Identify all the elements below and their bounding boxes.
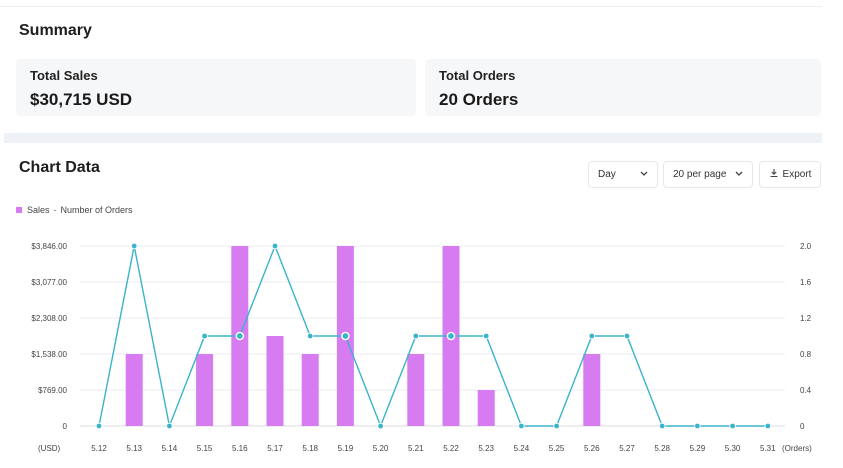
orders-legend-marker: -: [53, 205, 57, 215]
x-tick-label: 5.26: [584, 444, 600, 453]
orders-point: [483, 332, 490, 340]
sales-bar: [407, 354, 425, 426]
x-tick-label: 5.19: [338, 444, 354, 453]
x-tick-label: 5.21: [408, 444, 424, 453]
orders-point: [271, 242, 279, 250]
download-icon: [769, 168, 779, 181]
x-tick-label: 5.31: [760, 444, 776, 453]
total-sales-label: Total Sales: [30, 68, 98, 83]
y-right-tick-label: 1.2: [800, 314, 812, 323]
per-page-select[interactable]: 20 per page: [663, 161, 753, 188]
y-right-unit-label: (Orders): [782, 444, 812, 453]
total-sales-card: Total Sales $30,715 USD: [16, 59, 416, 116]
export-label: Export: [782, 169, 812, 180]
x-tick-label: 5.13: [126, 444, 142, 453]
x-tick-label: 5.24: [514, 444, 530, 453]
sales-bar: [583, 354, 601, 426]
y-right-tick-label: 0: [800, 422, 805, 431]
orders-point: [623, 332, 631, 340]
y-right-tick-label: 0.8: [800, 350, 812, 359]
export-button[interactable]: Export: [759, 161, 821, 188]
orders-point: [341, 331, 350, 341]
summary-title: Summary: [19, 22, 92, 39]
sales-legend-label: Sales: [27, 205, 50, 215]
orders-point: [553, 422, 560, 430]
per-page-select-value: 20 per page: [673, 169, 727, 180]
x-tick-label: 5.25: [549, 444, 565, 453]
x-tick-label: 5.12: [91, 444, 107, 453]
y-left-tick-label: $2,308.00: [31, 314, 67, 323]
x-tick-label: 5.23: [478, 444, 494, 453]
x-tick-label: 5.30: [725, 444, 741, 453]
orders-point: [235, 331, 245, 341]
y-left-tick-label: $3,846.00: [31, 242, 67, 251]
orders-point: [588, 332, 595, 340]
chart-legend: Sales - Number of Orders: [16, 205, 133, 215]
orders-point: [377, 422, 384, 430]
sales-bar: [477, 390, 495, 426]
chevron-down-icon: [637, 169, 657, 180]
total-orders-value: 20 Orders: [439, 90, 519, 109]
x-tick-label: 5.27: [619, 444, 635, 453]
orders-point: [446, 331, 456, 341]
interval-select-value: Day: [598, 169, 616, 180]
x-tick-label: 5.16: [232, 444, 248, 453]
total-orders-card: Total Orders 20 Orders: [425, 59, 821, 116]
orders-point: [412, 332, 419, 340]
y-left-tick-label: 0: [63, 422, 68, 431]
y-right-tick-label: 2.0: [800, 242, 812, 251]
x-tick-label: 5.29: [690, 444, 706, 453]
total-orders-label: Total Orders: [439, 68, 516, 83]
x-tick-label: 5.17: [267, 444, 283, 453]
sales-bar: [196, 354, 214, 426]
x-tick-label: 5.28: [654, 444, 670, 453]
orders-point: [659, 422, 666, 430]
orders-point: [694, 422, 701, 430]
orders-legend-label: Number of Orders: [60, 205, 133, 215]
y-left-tick-label: $769.00: [38, 386, 67, 395]
x-tick-label: 5.18: [302, 444, 318, 453]
orders-point: [764, 422, 771, 430]
sales-bar: [301, 354, 319, 426]
orders-point: [95, 422, 103, 430]
y-left-unit-label: (USD): [38, 444, 61, 453]
sales-bar: [266, 336, 284, 426]
orders-point: [518, 422, 525, 430]
y-left-tick-label: $1,538.00: [31, 350, 67, 359]
chart-data-title: Chart Data: [19, 159, 100, 176]
orders-point: [307, 332, 314, 340]
total-sales-value: $30,715 USD: [30, 90, 133, 109]
section-divider: [4, 133, 822, 143]
y-left-tick-label: $3,077.00: [31, 278, 67, 287]
top-border: [0, 6, 822, 7]
y-right-tick-label: 1.6: [800, 278, 812, 287]
x-tick-label: 5.14: [162, 444, 178, 453]
sales-legend-swatch: [16, 207, 22, 213]
x-tick-label: 5.20: [373, 444, 389, 453]
chevron-down-icon: [732, 169, 752, 180]
orders-line: [98, 244, 768, 429]
y-right-tick-label: 0.4: [800, 386, 812, 395]
orders-point: [729, 422, 736, 430]
orders-point: [201, 332, 208, 340]
interval-select[interactable]: Day: [588, 161, 658, 188]
x-tick-label: 5.15: [197, 444, 213, 453]
sales-bar: [125, 354, 143, 426]
x-tick-label: 5.22: [443, 444, 459, 453]
orders-point: [166, 422, 173, 430]
orders-point: [130, 242, 138, 250]
